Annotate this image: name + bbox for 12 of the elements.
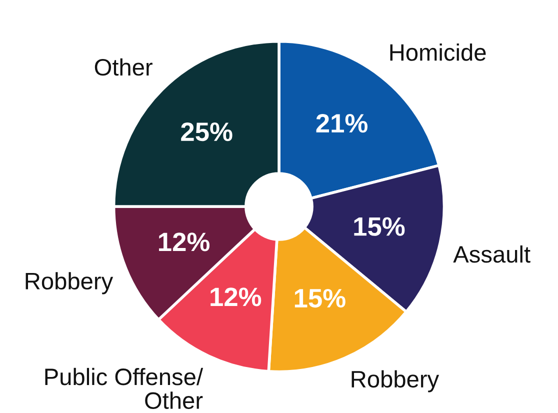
slice-label: Public Offense/ Other [45,368,204,409]
slice-label: Robbery [26,272,114,294]
data-label: 12% [159,232,210,252]
slice-label: Robbery [352,370,440,392]
data-label: 12% [210,288,262,306]
data-label: 21% [316,114,368,133]
data-label: 15% [294,288,346,308]
slice-label: Other [94,58,152,76]
slice-label: Assault [453,245,530,263]
data-label: 15% [354,217,405,236]
slice-label: Homicide [390,44,486,61]
data-label: 25% [181,122,232,142]
